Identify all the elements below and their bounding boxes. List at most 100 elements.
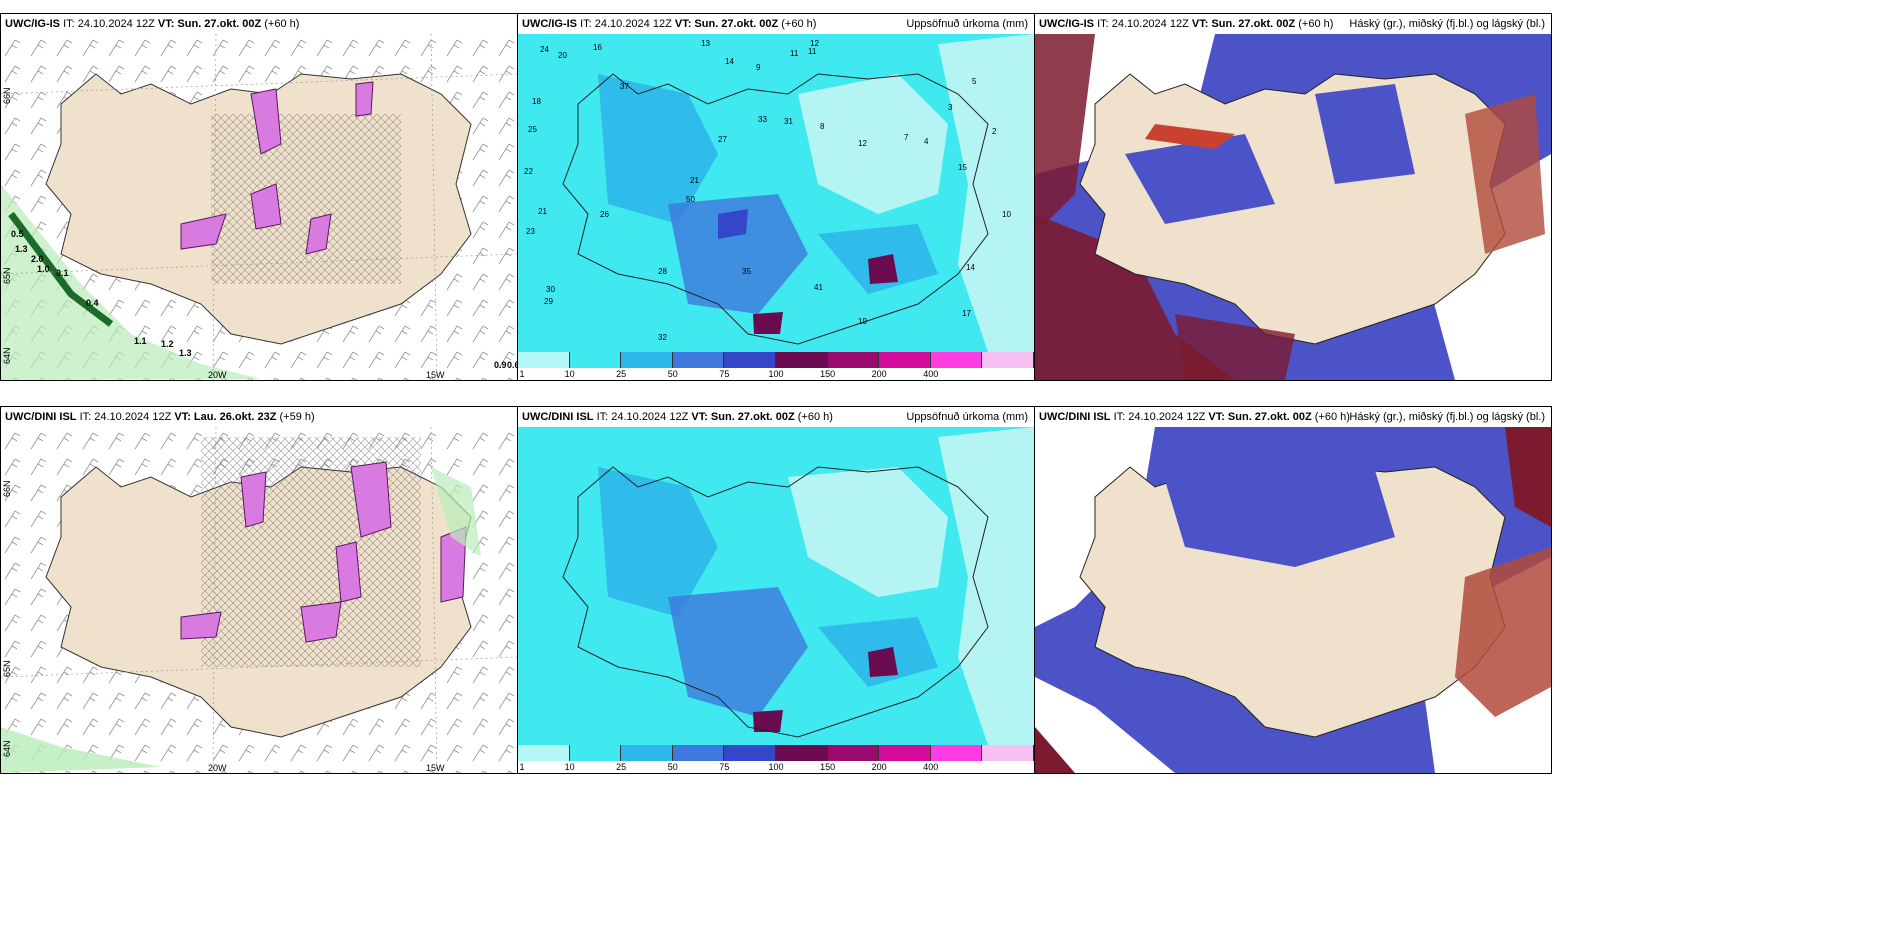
valid-label: VT: [174, 411, 191, 423]
panel-title: Uppsöfnuð úrkoma (mm) [906, 18, 1028, 30]
valid-time: Sun. 27.okt. 00Z [1227, 411, 1312, 423]
svg-text:0.5: 0.5 [11, 229, 24, 239]
svg-text:18: 18 [532, 97, 541, 106]
svg-text:3: 3 [948, 103, 953, 112]
panel-header: UWC/IG-IS IT: 24.10.2024 12Z VT: Sun. 27… [518, 14, 1034, 34]
valid-time: Lau. 26.okt. 23Z [193, 411, 277, 423]
panel-header: UWC/DINI ISL IT: 24.10.2024 12Z VT: Lau.… [1, 407, 517, 427]
valid-label: VT: [691, 411, 708, 423]
model-name: UWC/DINI ISL [522, 411, 594, 423]
svg-text:31: 31 [784, 117, 793, 126]
lead-time: (+59 h) [279, 411, 315, 423]
lead-time: (+60 h) [797, 411, 833, 423]
svg-text:26: 26 [600, 210, 609, 219]
panel-title: Háský (gr.), miðský (fj.bl.) og lágský (… [1349, 411, 1545, 423]
panel-title: Uppsöfnuð úrkoma (mm) [906, 411, 1028, 423]
lead-time: (+60 h) [1298, 18, 1334, 30]
lat-label-66n: 66N [2, 480, 12, 497]
colorbar-swatch [621, 745, 673, 761]
lead-time: (+60 h) [1314, 411, 1350, 423]
valid-label: VT: [1208, 411, 1225, 423]
map-clouds[interactable] [1035, 34, 1551, 380]
lat-label-64n: 64N [2, 347, 12, 364]
panel-clouds-dini: UWC/DINI ISL IT: 24.10.2024 12Z VT: Sun.… [1034, 406, 1552, 774]
colorbar-label: 100 [768, 369, 784, 379]
svg-text:16: 16 [593, 43, 602, 52]
svg-text:37: 37 [620, 82, 629, 91]
map-wind[interactable]: 0.5 1.3 1.0 2.0 0.1 0.4 1.1 1.2 1.3 0.9 … [1, 34, 517, 380]
panel-wind-ig: UWC/IG-IS IT: 24.10.2024 12Z VT: Sun. 27… [0, 13, 518, 381]
svg-text:8: 8 [820, 122, 825, 131]
svg-text:32: 32 [658, 333, 667, 342]
colorbar-label: 10 [564, 762, 575, 772]
svg-text:1.1: 1.1 [134, 336, 147, 346]
svg-text:21: 21 [690, 176, 699, 185]
svg-text:12: 12 [858, 139, 867, 148]
lead-time: (+60 h) [781, 18, 817, 30]
valid-time: Sun. 27.okt. 00Z [1211, 18, 1296, 30]
svg-text:10: 10 [1002, 210, 1011, 219]
lat-label-66n: 66N [2, 87, 12, 104]
svg-text:33: 33 [758, 115, 767, 124]
colorbar-label: 50 [667, 369, 678, 379]
colorbar-swatch [776, 745, 828, 761]
colorbar-label: 10 [564, 369, 575, 379]
colorbar-swatch [827, 745, 880, 761]
colorbar-label: 1 [519, 369, 525, 379]
map-precip[interactable]: 24 20 16 13 11 11 12 14 9 18 21 37 33 27… [518, 34, 1034, 352]
svg-text:28: 28 [658, 267, 667, 276]
svg-text:19: 19 [858, 317, 867, 326]
init-time: IT: 24.10.2024 12Z [1113, 411, 1206, 423]
svg-text:22: 22 [524, 167, 533, 176]
svg-text:13: 13 [701, 39, 710, 48]
panel-header: UWC/IG-IS IT: 24.10.2024 12Z VT: Sun. 27… [1035, 14, 1551, 34]
svg-text:50: 50 [686, 195, 695, 204]
colorbar-swatch [621, 352, 673, 368]
colorbar-label: 200 [871, 369, 887, 379]
colorbar: 1 10 25 50 75 100 150 200 400 [518, 352, 1034, 380]
panel-title: Háský (gr.), miðský (fj.bl.) og lágský (… [1349, 18, 1545, 30]
panel-header: UWC/DINI ISL IT: 24.10.2024 12Z VT: Sun.… [518, 407, 1034, 427]
svg-text:21: 21 [538, 207, 547, 216]
lat-label-65n: 65N [2, 660, 12, 677]
svg-text:14: 14 [966, 263, 975, 272]
svg-text:30: 30 [546, 285, 555, 294]
colorbar: 1 10 25 50 75 100 150 200 400 [518, 745, 1034, 773]
model-name: UWC/DINI ISL [5, 411, 77, 423]
panel-header: UWC/IG-IS IT: 24.10.2024 12Z VT: Sun. 27… [1, 14, 517, 34]
map-precip[interactable] [518, 427, 1034, 745]
colorbar-swatch [930, 745, 983, 761]
valid-label: VT: [1191, 18, 1209, 30]
svg-text:4: 4 [924, 137, 929, 146]
map-clouds[interactable] [1035, 427, 1551, 773]
colorbar-label: 400 [923, 369, 939, 379]
svg-text:0.1: 0.1 [56, 268, 69, 278]
svg-text:7: 7 [904, 133, 909, 142]
colorbar-label: 150 [820, 369, 836, 379]
svg-text:12: 12 [810, 39, 819, 48]
svg-text:0.6: 0.6 [507, 360, 517, 370]
colorbar-swatch [930, 352, 983, 368]
valid-label: VT: [157, 18, 175, 30]
svg-text:15: 15 [958, 163, 967, 172]
panel-precip-ig: UWC/IG-IS IT: 24.10.2024 12Z VT: Sun. 27… [517, 13, 1035, 381]
svg-text:0.9: 0.9 [494, 360, 507, 370]
map-wind[interactable] [1, 427, 517, 773]
colorbar-label: 1 [519, 762, 525, 772]
svg-text:11: 11 [808, 47, 817, 56]
svg-text:1.3: 1.3 [179, 348, 192, 358]
colorbar-label: 75 [719, 369, 730, 379]
colorbar-swatch [569, 352, 622, 368]
init-time: IT: 24.10.2024 12Z [79, 411, 172, 423]
svg-text:41: 41 [814, 283, 823, 292]
colorbar-swatch [724, 352, 776, 368]
panel-clouds-ig: UWC/IG-IS IT: 24.10.2024 12Z VT: Sun. 27… [1034, 13, 1552, 381]
colorbar-label: 25 [616, 369, 627, 379]
model-name: UWC/DINI ISL [1039, 411, 1111, 423]
init-time: IT: 24.10.2024 12Z [596, 411, 689, 423]
colorbar-label: 150 [820, 762, 836, 772]
colorbar-swatch [672, 745, 725, 761]
valid-time: Sun. 27.okt. 00Z [710, 411, 795, 423]
colorbar-swatch [724, 745, 776, 761]
colorbar-swatch [776, 352, 828, 368]
